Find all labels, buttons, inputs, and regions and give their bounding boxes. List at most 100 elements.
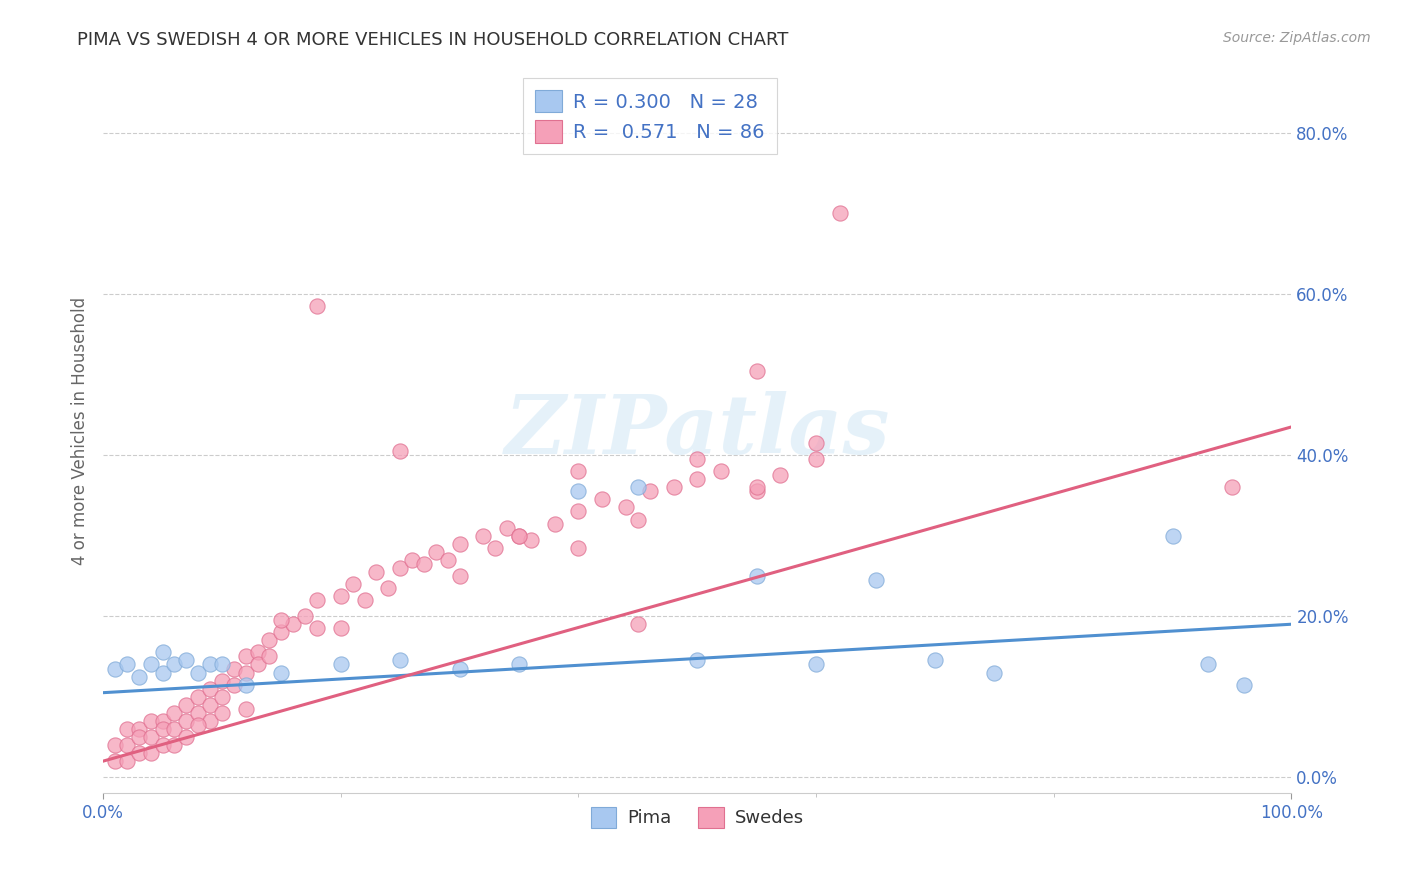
Point [449, 537, 471, 551]
Text: PIMA VS SWEDISH 4 OR MORE VEHICLES IN HOUSEHOLD CORRELATION CHART: PIMA VS SWEDISH 4 OR MORE VEHICLES IN HO… [77, 31, 789, 49]
Point [163, 722, 186, 736]
Point [1161, 528, 1184, 542]
Point [235, 649, 257, 664]
Point [176, 714, 198, 728]
Point [163, 657, 186, 672]
Point [163, 706, 186, 720]
Point [329, 589, 352, 603]
Point [152, 722, 174, 736]
Point [176, 653, 198, 667]
Point [627, 480, 650, 494]
Point [128, 746, 150, 760]
Point [686, 452, 709, 467]
Point [508, 657, 530, 672]
Point [163, 738, 186, 752]
Point [804, 657, 827, 672]
Point [1197, 657, 1219, 672]
Point [115, 738, 138, 752]
Point [828, 206, 851, 220]
Point [246, 657, 269, 672]
Point [436, 553, 458, 567]
Point [198, 681, 221, 696]
Point [235, 678, 257, 692]
Point [187, 690, 209, 704]
Point [329, 621, 352, 635]
Point [449, 661, 471, 675]
Point [187, 706, 209, 720]
Point [152, 645, 174, 659]
Point [353, 593, 375, 607]
Point [139, 746, 162, 760]
Point [211, 690, 233, 704]
Point [484, 541, 506, 555]
Point [745, 363, 768, 377]
Point [187, 665, 209, 680]
Point [329, 657, 352, 672]
Point [222, 678, 245, 692]
Point [152, 665, 174, 680]
Point [283, 617, 305, 632]
Point [305, 593, 328, 607]
Point [710, 464, 733, 478]
Point [769, 468, 792, 483]
Point [627, 617, 650, 632]
Text: Source: ZipAtlas.com: Source: ZipAtlas.com [1223, 31, 1371, 45]
Point [128, 669, 150, 683]
Point [567, 504, 589, 518]
Point [187, 718, 209, 732]
Point [508, 528, 530, 542]
Point [198, 657, 221, 672]
Point [401, 553, 423, 567]
Point [270, 625, 292, 640]
Point [366, 565, 388, 579]
Point [342, 577, 364, 591]
Point [235, 702, 257, 716]
Point [1233, 678, 1256, 692]
Point [496, 520, 519, 534]
Point [567, 484, 589, 499]
Point [139, 657, 162, 672]
Point [544, 516, 567, 531]
Point [1220, 480, 1243, 494]
Point [520, 533, 543, 547]
Point [211, 673, 233, 688]
Point [198, 714, 221, 728]
Point [449, 569, 471, 583]
Point [591, 492, 613, 507]
Point [128, 722, 150, 736]
Point [104, 754, 127, 768]
Point [139, 714, 162, 728]
Point [377, 581, 399, 595]
Point [389, 444, 412, 458]
Point [686, 653, 709, 667]
Point [115, 754, 138, 768]
Point [567, 464, 589, 478]
Point [128, 730, 150, 744]
Point [104, 738, 127, 752]
Point [567, 541, 589, 555]
Point [804, 436, 827, 450]
Point [176, 698, 198, 712]
Point [259, 649, 281, 664]
Point [270, 613, 292, 627]
Point [804, 452, 827, 467]
Point [745, 484, 768, 499]
Point [638, 484, 661, 499]
Point [924, 653, 946, 667]
Point [389, 653, 412, 667]
Legend: Pima, Swedes: Pima, Swedes [583, 800, 811, 835]
Point [259, 633, 281, 648]
Point [662, 480, 685, 494]
Point [235, 665, 257, 680]
Point [865, 573, 887, 587]
Text: ZIPatlas: ZIPatlas [505, 391, 890, 471]
Point [270, 665, 292, 680]
Point [472, 528, 495, 542]
Point [614, 500, 637, 515]
Point [104, 661, 127, 675]
Point [246, 645, 269, 659]
Point [425, 545, 447, 559]
Point [211, 657, 233, 672]
Point [152, 738, 174, 752]
Point [686, 472, 709, 486]
